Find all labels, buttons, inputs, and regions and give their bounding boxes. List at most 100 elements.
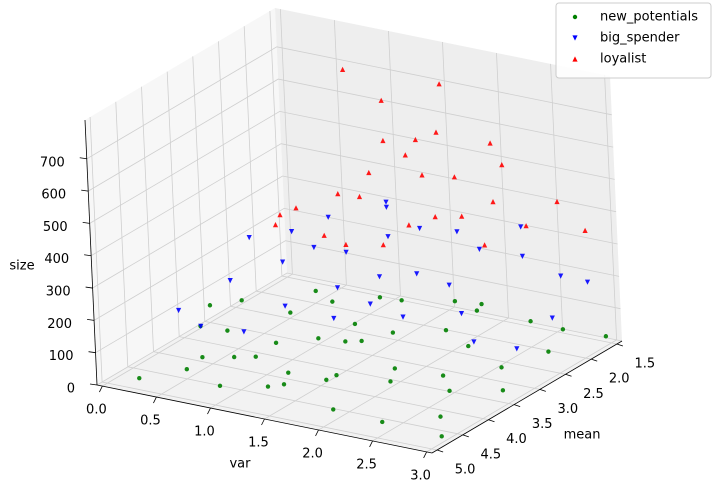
y-tick-label: 3.0 bbox=[557, 402, 578, 417]
point bbox=[227, 278, 233, 284]
y-axis-label: mean bbox=[564, 428, 601, 443]
tick-mark bbox=[85, 286, 93, 289]
point bbox=[246, 235, 252, 241]
point bbox=[447, 388, 452, 394]
point bbox=[335, 191, 341, 197]
point bbox=[499, 365, 504, 370]
tick-mark bbox=[261, 418, 265, 426]
tick-mark bbox=[81, 189, 89, 192]
point bbox=[253, 354, 258, 359]
y-tick-label: 3.5 bbox=[532, 417, 553, 432]
point bbox=[446, 282, 452, 288]
grid-line bbox=[93, 207, 620, 321]
legend-marker bbox=[572, 35, 578, 41]
point bbox=[241, 329, 247, 335]
z-tick-label: 100 bbox=[49, 349, 74, 364]
point bbox=[439, 434, 444, 439]
y-tick-label: 4.0 bbox=[506, 432, 527, 447]
axis-line bbox=[84, 119, 98, 386]
point bbox=[514, 346, 520, 352]
point bbox=[482, 242, 488, 248]
point bbox=[582, 227, 588, 233]
point bbox=[383, 199, 389, 205]
y-tick-label: 1.5 bbox=[635, 357, 656, 372]
tick-mark bbox=[99, 385, 103, 393]
point bbox=[419, 172, 425, 178]
point bbox=[528, 319, 533, 324]
point bbox=[466, 343, 471, 349]
point bbox=[378, 97, 384, 103]
x-tick-label: 1.5 bbox=[248, 436, 269, 451]
point bbox=[366, 169, 372, 176]
point bbox=[356, 193, 363, 200]
point bbox=[376, 274, 383, 280]
point bbox=[280, 259, 286, 265]
point bbox=[277, 212, 283, 218]
axis-line bbox=[431, 340, 623, 454]
grid-line bbox=[96, 272, 623, 386]
tick-mark bbox=[89, 383, 98, 386]
point bbox=[440, 373, 446, 378]
z-tick-label: 500 bbox=[43, 220, 68, 235]
point bbox=[288, 310, 293, 315]
point bbox=[433, 129, 439, 135]
point bbox=[474, 308, 480, 313]
x-tick-label: 3.0 bbox=[410, 468, 431, 483]
point bbox=[490, 199, 496, 205]
tick-mark bbox=[514, 404, 521, 407]
x-tick-label: 0.0 bbox=[86, 403, 107, 418]
point bbox=[225, 328, 230, 333]
point bbox=[311, 244, 317, 251]
point bbox=[334, 372, 339, 378]
tick-mark bbox=[539, 389, 546, 392]
point bbox=[343, 249, 349, 255]
point bbox=[331, 315, 337, 322]
point bbox=[282, 303, 288, 309]
point bbox=[392, 366, 398, 371]
axis-line bbox=[96, 384, 433, 454]
point bbox=[399, 298, 404, 303]
grid-line bbox=[86, 46, 612, 160]
point bbox=[198, 323, 204, 329]
point bbox=[546, 349, 551, 354]
tick-mark bbox=[369, 440, 373, 448]
point bbox=[343, 241, 349, 247]
grid-line bbox=[95, 240, 621, 354]
point bbox=[331, 407, 336, 412]
point bbox=[471, 339, 477, 345]
point bbox=[137, 375, 142, 381]
point bbox=[380, 419, 385, 425]
legend: new_potentials big_spender loyalist bbox=[555, 2, 712, 79]
grid-line bbox=[92, 175, 618, 289]
point bbox=[406, 222, 412, 228]
tick-mark bbox=[462, 434, 469, 438]
point bbox=[383, 204, 389, 210]
tick-mark bbox=[79, 157, 87, 160]
point bbox=[286, 370, 291, 375]
y-tick-label: 2.5 bbox=[583, 387, 604, 402]
grid-line bbox=[90, 143, 617, 257]
x-tick-label: 1.0 bbox=[194, 425, 215, 440]
tick-mark bbox=[565, 373, 572, 377]
tick-mark bbox=[87, 318, 95, 321]
point bbox=[313, 288, 318, 294]
point bbox=[231, 354, 237, 360]
tick-mark bbox=[423, 451, 427, 459]
point bbox=[324, 377, 329, 382]
point bbox=[458, 311, 465, 317]
tick-mark bbox=[88, 351, 96, 354]
x-tick-label: 2.5 bbox=[356, 457, 377, 472]
point bbox=[380, 137, 386, 144]
legend-label: loyalist bbox=[600, 52, 646, 67]
tick-mark bbox=[437, 449, 444, 453]
tick-mark bbox=[616, 343, 623, 347]
point bbox=[518, 224, 524, 230]
point bbox=[377, 295, 383, 300]
tick-mark bbox=[591, 358, 598, 362]
point bbox=[367, 301, 373, 307]
point bbox=[523, 223, 529, 229]
point bbox=[417, 225, 423, 232]
point bbox=[451, 174, 457, 180]
point bbox=[432, 214, 438, 220]
point bbox=[289, 229, 295, 235]
